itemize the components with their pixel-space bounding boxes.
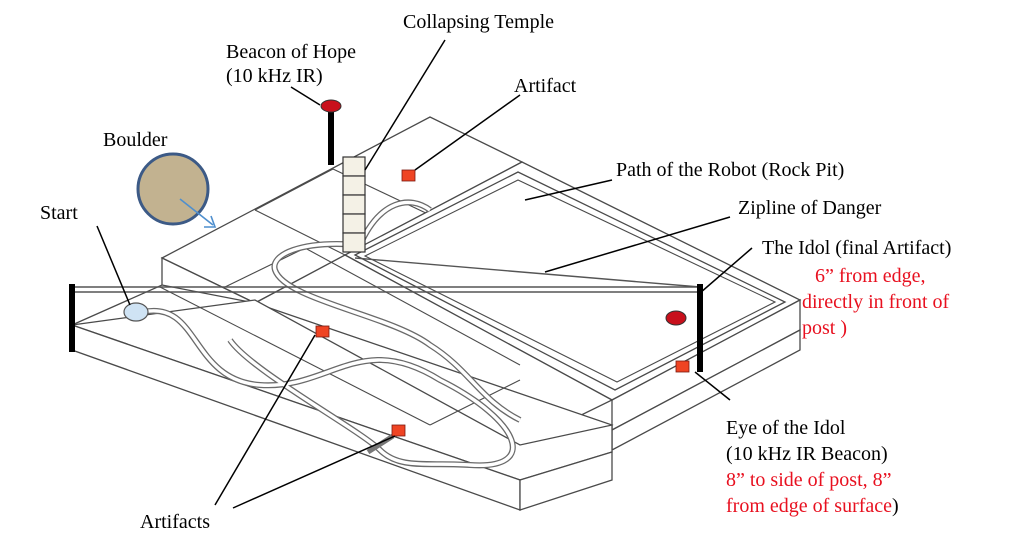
label-idol-title: The Idol (final Artifact) <box>762 237 951 259</box>
beacon-of-hope <box>320 99 342 165</box>
boulder-arrow <box>179 198 214 226</box>
label-beacon-line2: (10 kHz IR) <box>226 65 323 87</box>
zipline <box>69 257 703 372</box>
collapsing-temple <box>342 156 366 253</box>
label-artifact: Artifact <box>514 75 577 97</box>
label-path-robot: Path of the Robot (Rock Pit) <box>616 159 844 181</box>
boulder-arrowhead <box>204 215 217 228</box>
beacon-light <box>320 99 342 113</box>
label-idol-note-3: post ) <box>802 317 847 339</box>
artifact-temple <box>401 169 416 182</box>
label-collapsing-temple: Collapsing Temple <box>403 11 554 33</box>
rock-pit <box>353 171 787 391</box>
label-boulder: Boulder <box>103 129 168 151</box>
label-eye-note-2a: from edge of surface <box>726 495 892 517</box>
boulder <box>136 152 217 228</box>
label-eye-note-1: 8” to side of post, 8” <box>726 469 892 491</box>
artifact-front <box>391 424 406 437</box>
label-start: Start <box>40 202 78 224</box>
idol <box>665 310 687 326</box>
artifact-middle <box>315 325 330 338</box>
robot-path <box>142 199 522 469</box>
label-zipline: Zipline of Danger <box>738 197 882 219</box>
label-artifacts: Artifacts <box>140 511 210 533</box>
label-eye-note-2: from edge of surface) <box>726 495 899 517</box>
eye-of-idol-marker <box>675 360 690 373</box>
label-idol-note-1: 6” from edge, <box>815 265 926 287</box>
right-board <box>343 161 802 452</box>
label-eye-note-2b: ) <box>892 495 899 517</box>
label-eye-line1: Eye of the Idol <box>726 417 846 439</box>
label-beacon-line1: Beacon of Hope <box>226 41 356 63</box>
leader-lines <box>96 39 753 509</box>
label-eye-line2: (10 kHz IR Beacon) <box>726 443 888 465</box>
label-idol-note-2: directly in front of <box>802 291 950 313</box>
start-pad <box>123 302 149 322</box>
